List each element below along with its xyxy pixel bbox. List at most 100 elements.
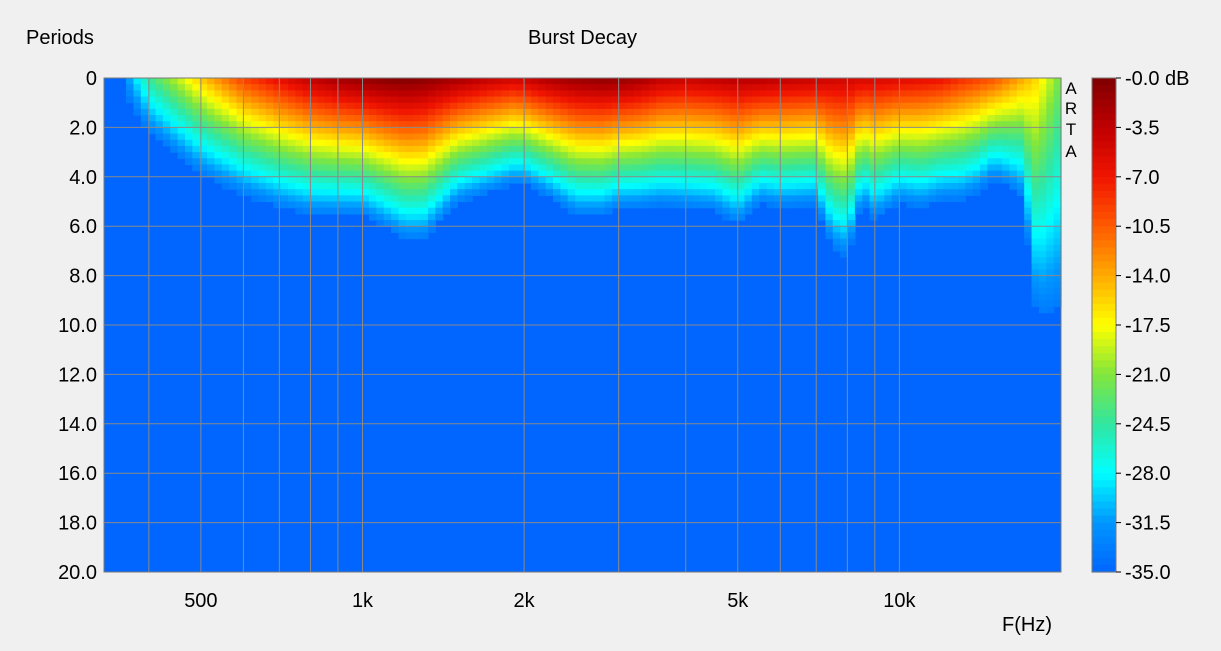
heatmap-cell bbox=[597, 145, 606, 153]
heatmap-cell bbox=[928, 121, 937, 128]
heatmap-cell bbox=[413, 96, 422, 104]
heatmap-cell bbox=[383, 152, 392, 159]
heatmap-cell bbox=[1031, 189, 1040, 196]
heatmap-cell bbox=[1046, 281, 1055, 289]
heatmap-cell bbox=[553, 90, 562, 98]
heatmap-cell bbox=[1031, 226, 1040, 233]
heatmap-cell bbox=[810, 139, 819, 147]
heatmap-cell bbox=[560, 78, 569, 85]
heatmap-cell bbox=[987, 139, 996, 147]
colorbar-swatch bbox=[1092, 127, 1116, 136]
heatmap-cell bbox=[751, 102, 760, 110]
heatmap-cell bbox=[332, 108, 341, 116]
heatmap-cell bbox=[1024, 213, 1033, 221]
heatmap-cell bbox=[744, 189, 753, 196]
heatmap-cell bbox=[597, 108, 606, 116]
heatmap-cell bbox=[339, 90, 348, 98]
heatmap-cell bbox=[140, 78, 149, 85]
heatmap-cell bbox=[1038, 102, 1047, 110]
heatmap-cell bbox=[1053, 90, 1062, 98]
heatmap-cell bbox=[354, 152, 363, 159]
x-tick-label: 500 bbox=[184, 590, 217, 612]
heatmap-cell bbox=[214, 139, 223, 147]
heatmap-cell bbox=[199, 96, 208, 104]
colorbar-swatch bbox=[1092, 78, 1116, 86]
heatmap-cell bbox=[243, 90, 252, 98]
heatmap-cell bbox=[678, 121, 687, 128]
heatmap-cell bbox=[1024, 96, 1033, 104]
heatmap-cell bbox=[346, 78, 355, 85]
heatmap-cell bbox=[950, 170, 959, 178]
heatmap-cell bbox=[825, 195, 834, 203]
heatmap-cell bbox=[170, 108, 179, 116]
heatmap-cell bbox=[950, 164, 959, 172]
heatmap-cell bbox=[229, 139, 238, 147]
heatmap-cell bbox=[994, 115, 1003, 122]
heatmap-cell bbox=[818, 152, 827, 159]
heatmap-cell bbox=[913, 164, 922, 172]
heatmap-cell bbox=[1038, 201, 1047, 209]
heatmap-cell bbox=[611, 102, 620, 110]
heatmap-cell bbox=[361, 84, 370, 91]
heatmap-cell bbox=[560, 201, 569, 209]
heatmap-cell bbox=[435, 102, 444, 110]
heatmap-cell bbox=[700, 127, 709, 135]
heatmap-cell bbox=[464, 84, 473, 91]
heatmap-cell bbox=[332, 176, 341, 184]
heatmap-cell bbox=[818, 176, 827, 184]
heatmap-cell bbox=[980, 139, 988, 147]
heatmap-cell bbox=[1053, 108, 1062, 116]
heatmap-cell bbox=[339, 152, 348, 159]
heatmap-cell bbox=[751, 170, 760, 178]
heatmap-cell bbox=[729, 139, 738, 147]
heatmap-cell bbox=[634, 84, 642, 91]
heatmap-cell bbox=[692, 121, 701, 128]
heatmap-cell bbox=[413, 139, 422, 147]
heatmap-cell bbox=[553, 182, 562, 190]
heatmap-cell bbox=[523, 133, 532, 141]
heatmap-cell bbox=[847, 145, 856, 153]
heatmap-cell bbox=[508, 102, 517, 110]
heatmap-cell bbox=[435, 213, 444, 221]
heatmap-cell bbox=[1038, 176, 1047, 184]
heatmap-cell bbox=[508, 127, 517, 135]
heatmap-cell bbox=[670, 176, 679, 184]
heatmap-cell bbox=[1016, 164, 1025, 172]
heatmap-cell bbox=[236, 108, 245, 116]
heatmap-cell bbox=[744, 145, 753, 153]
heatmap-cell bbox=[700, 78, 709, 85]
heatmap-cell bbox=[280, 108, 289, 116]
heatmap-cell bbox=[464, 90, 473, 98]
heatmap-cell bbox=[523, 115, 532, 122]
heatmap-cell bbox=[943, 96, 952, 104]
heatmap-cell bbox=[692, 201, 701, 209]
heatmap-cell bbox=[899, 127, 908, 135]
heatmap-cell bbox=[913, 127, 922, 135]
heatmap-cell bbox=[707, 170, 716, 178]
heatmap-cell bbox=[1046, 269, 1055, 277]
heatmap-cell bbox=[1031, 121, 1040, 128]
heatmap-cell bbox=[582, 115, 591, 122]
heatmap-cell bbox=[398, 152, 407, 159]
heatmap-cell bbox=[825, 213, 834, 221]
heatmap-cell bbox=[965, 90, 974, 98]
heatmap-cell bbox=[840, 152, 849, 159]
heatmap-cell bbox=[302, 78, 311, 85]
heatmap-cell bbox=[243, 102, 252, 110]
heatmap-cell bbox=[670, 115, 679, 122]
heatmap-cell bbox=[972, 108, 981, 116]
heatmap-cell bbox=[538, 182, 547, 190]
heatmap-cell bbox=[442, 121, 451, 128]
heatmap-cell bbox=[575, 189, 584, 196]
heatmap-cell bbox=[965, 127, 974, 135]
heatmap-cell bbox=[339, 127, 348, 135]
heatmap-cell bbox=[876, 201, 885, 209]
heatmap-cell bbox=[810, 189, 819, 196]
heatmap-cell bbox=[560, 189, 569, 196]
heatmap-cell bbox=[641, 115, 650, 122]
heatmap-cell bbox=[803, 145, 812, 153]
heatmap-cell bbox=[346, 164, 355, 172]
heatmap-cell bbox=[987, 96, 996, 104]
heatmap-cell bbox=[670, 145, 679, 153]
heatmap-cell bbox=[530, 115, 539, 122]
